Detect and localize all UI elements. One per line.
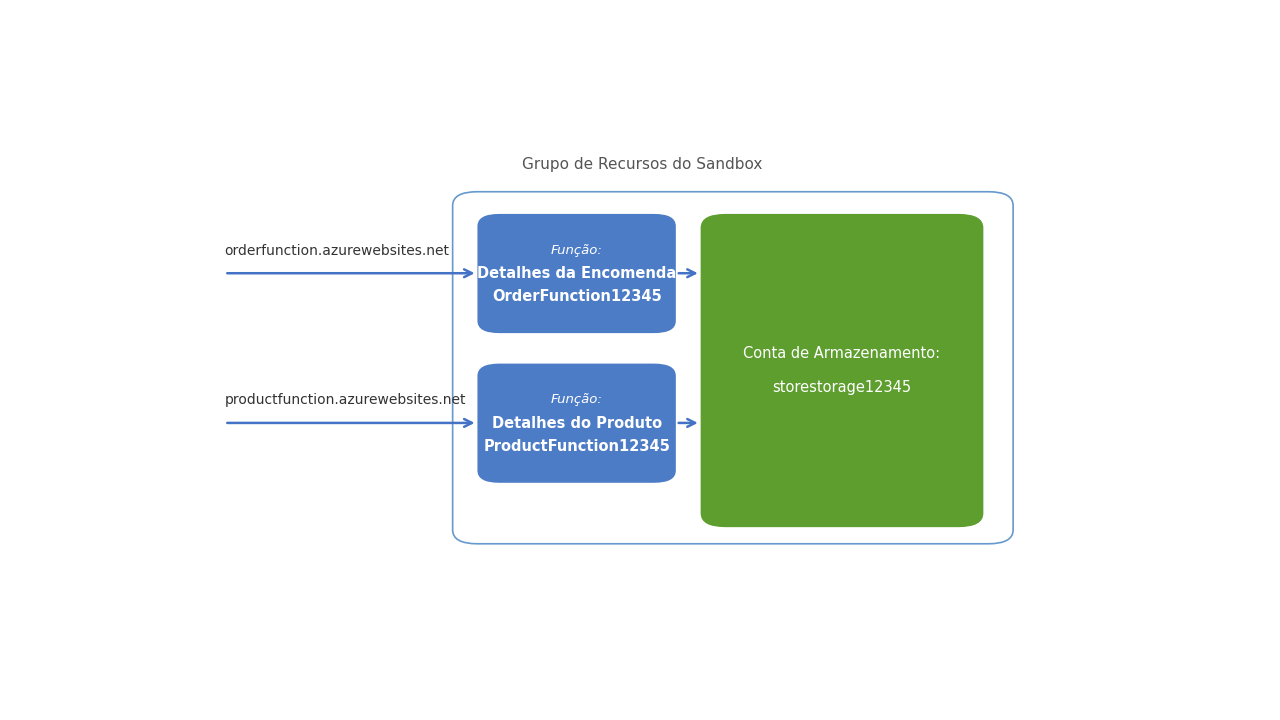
Text: productfunction.azurewebsites.net: productfunction.azurewebsites.net — [224, 393, 466, 408]
FancyBboxPatch shape — [453, 192, 1014, 544]
Text: ProductFunction12345: ProductFunction12345 — [484, 439, 669, 454]
FancyBboxPatch shape — [700, 214, 983, 527]
FancyBboxPatch shape — [477, 214, 676, 333]
Text: Detalhes da Encomenda: Detalhes da Encomenda — [477, 266, 676, 281]
Text: Detalhes do Produto: Detalhes do Produto — [492, 415, 662, 431]
Text: OrderFunction12345: OrderFunction12345 — [492, 289, 662, 305]
Text: Conta de Armazenamento:: Conta de Armazenamento: — [744, 346, 941, 361]
Text: Função:: Função: — [550, 244, 603, 257]
Text: Função:: Função: — [550, 393, 603, 406]
Text: Grupo de Recursos do Sandbox: Grupo de Recursos do Sandbox — [522, 158, 763, 172]
Text: storestorage12345: storestorage12345 — [772, 379, 911, 395]
Text: orderfunction.azurewebsites.net: orderfunction.azurewebsites.net — [224, 243, 449, 258]
FancyBboxPatch shape — [477, 364, 676, 483]
